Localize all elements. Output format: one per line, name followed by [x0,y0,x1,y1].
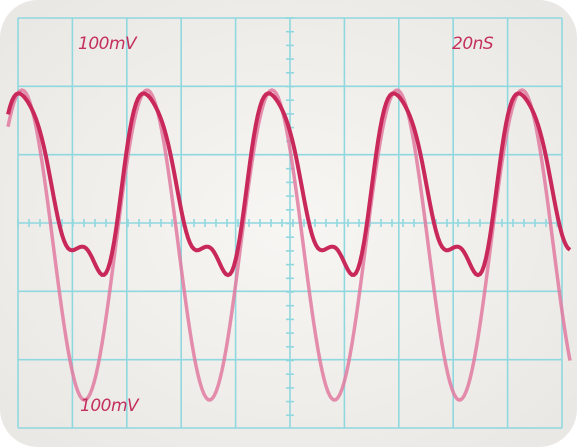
page: 100mV 20nS 100mV (() => { const data = J… [0,0,577,447]
time-per-div: 20nS [452,34,494,54]
volts-per-div-ch1: 100mV [78,34,138,54]
oscilloscope-screen: 100mV 20nS 100mV [0,0,577,447]
volts-per-div-ch2: 100mV [80,396,140,416]
